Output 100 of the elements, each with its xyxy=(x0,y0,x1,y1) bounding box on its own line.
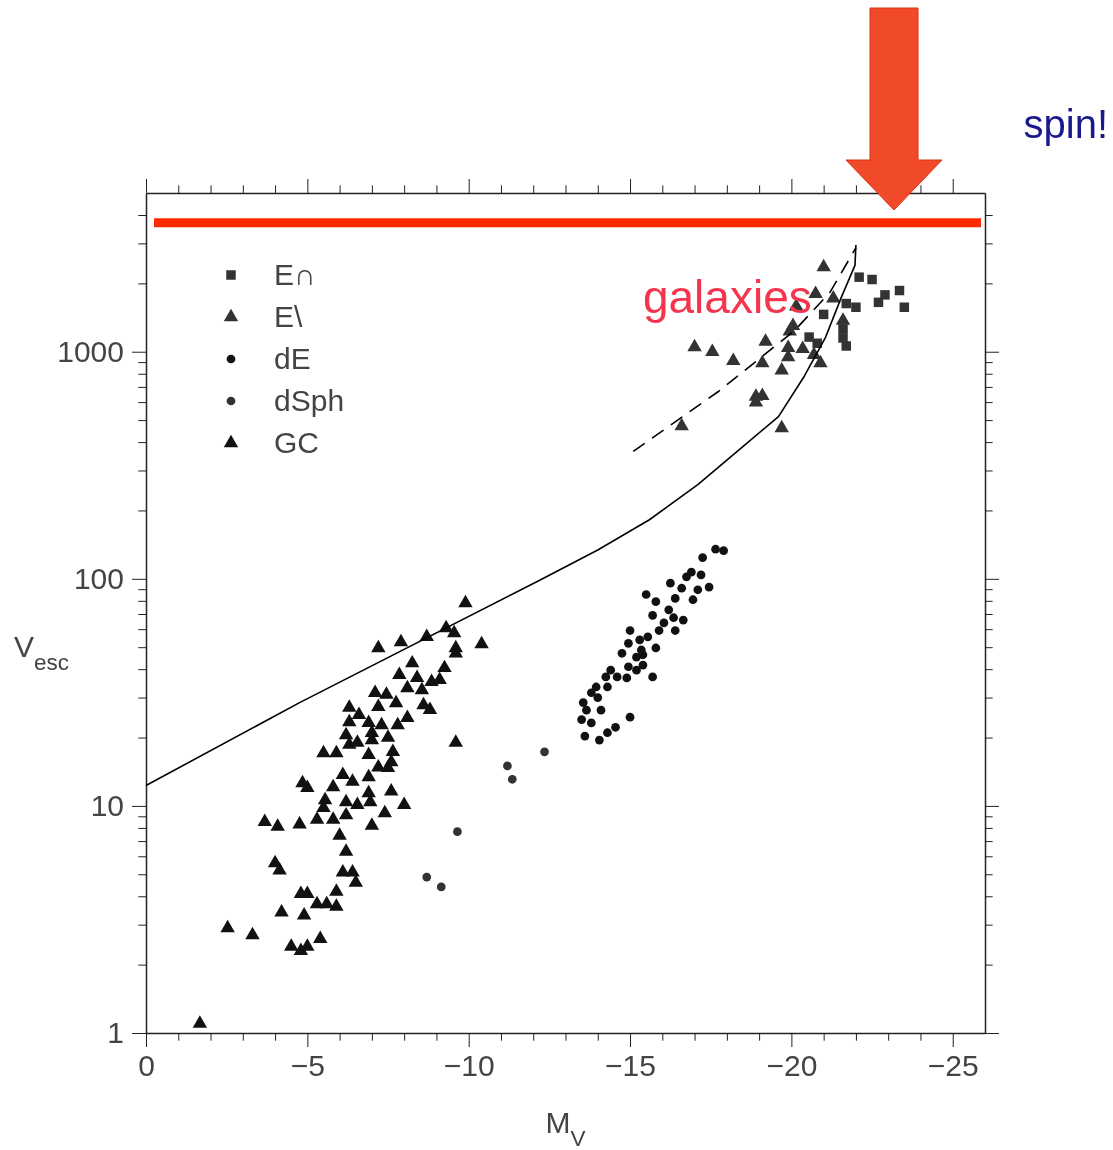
x-axis-title: M$_{V}$ xyxy=(545,1106,586,1150)
x-tick-label: −20 xyxy=(766,1049,818,1083)
y-tick-label: 10 xyxy=(90,789,124,823)
point xyxy=(678,615,688,625)
point xyxy=(603,682,612,692)
point xyxy=(726,352,741,365)
point xyxy=(638,660,648,670)
point xyxy=(586,688,596,698)
y-axis-title: V$_{esc}$ xyxy=(14,630,70,675)
point xyxy=(648,611,657,620)
point xyxy=(873,297,884,308)
point xyxy=(666,578,675,588)
annotation: galaxies xyxy=(642,271,812,323)
x-tick-label: 0 xyxy=(138,1049,155,1083)
point xyxy=(669,613,678,623)
point xyxy=(625,712,635,722)
point xyxy=(503,761,512,771)
point xyxy=(758,333,773,346)
point xyxy=(686,567,696,577)
point xyxy=(586,718,596,728)
point xyxy=(595,735,604,745)
point xyxy=(705,343,720,356)
point xyxy=(698,553,708,562)
point xyxy=(894,285,905,296)
point xyxy=(854,272,864,282)
point xyxy=(617,648,627,658)
point xyxy=(603,728,612,738)
y-tick-label: 1 xyxy=(107,1016,124,1050)
point xyxy=(670,626,680,635)
point xyxy=(687,338,702,352)
legend-label: GC xyxy=(274,426,319,459)
point xyxy=(693,585,703,595)
legend-label: dSph xyxy=(274,384,345,417)
point xyxy=(636,645,646,655)
point xyxy=(804,332,814,342)
point xyxy=(899,302,910,312)
point xyxy=(606,665,616,675)
point xyxy=(641,590,651,599)
point xyxy=(643,632,653,642)
point xyxy=(624,638,633,648)
point xyxy=(612,672,622,682)
point xyxy=(625,626,635,635)
point xyxy=(578,698,588,707)
point xyxy=(880,290,890,300)
point xyxy=(507,774,517,784)
legend-label: E∩ xyxy=(274,258,316,291)
x-tick-label: −25 xyxy=(927,1049,979,1083)
point xyxy=(593,693,603,702)
point xyxy=(582,705,591,715)
point xyxy=(838,333,848,343)
point xyxy=(635,635,645,645)
y-tick-label: 100 xyxy=(73,561,124,595)
point xyxy=(816,258,831,272)
point xyxy=(688,595,698,605)
point xyxy=(632,652,641,662)
point xyxy=(659,618,669,628)
point xyxy=(580,731,590,741)
point xyxy=(422,872,432,882)
point xyxy=(867,274,877,285)
point xyxy=(591,682,601,692)
point xyxy=(601,672,611,682)
point xyxy=(453,827,462,837)
point xyxy=(711,544,720,554)
point xyxy=(540,747,549,757)
point xyxy=(795,340,810,353)
point xyxy=(780,339,796,353)
x-tick-label: −15 xyxy=(605,1049,656,1083)
point xyxy=(719,546,728,556)
point xyxy=(674,417,689,431)
point xyxy=(648,672,657,682)
point xyxy=(755,354,770,368)
point xyxy=(812,338,822,348)
point xyxy=(596,705,606,715)
legend-label: dE xyxy=(274,342,311,375)
point xyxy=(611,722,620,732)
x-tick-label: −10 xyxy=(443,1049,495,1083)
point xyxy=(577,715,586,724)
point xyxy=(826,289,841,303)
point xyxy=(670,594,680,603)
point xyxy=(632,665,641,675)
text: spin! xyxy=(1023,102,1108,146)
point xyxy=(664,605,674,615)
point xyxy=(624,662,633,672)
point xyxy=(436,882,446,892)
point xyxy=(841,298,851,309)
point xyxy=(677,583,687,593)
point xyxy=(818,309,829,320)
point xyxy=(654,626,664,635)
legend-label: E\ xyxy=(274,300,304,333)
point xyxy=(851,302,861,312)
point xyxy=(704,582,714,592)
y-tick-label: 1000 xyxy=(57,334,124,368)
x-tick-label: −5 xyxy=(290,1049,325,1083)
point xyxy=(696,570,706,580)
point xyxy=(651,597,661,607)
point xyxy=(835,312,851,325)
point xyxy=(774,419,789,433)
point xyxy=(813,354,828,368)
point xyxy=(622,673,632,683)
point xyxy=(651,643,661,653)
